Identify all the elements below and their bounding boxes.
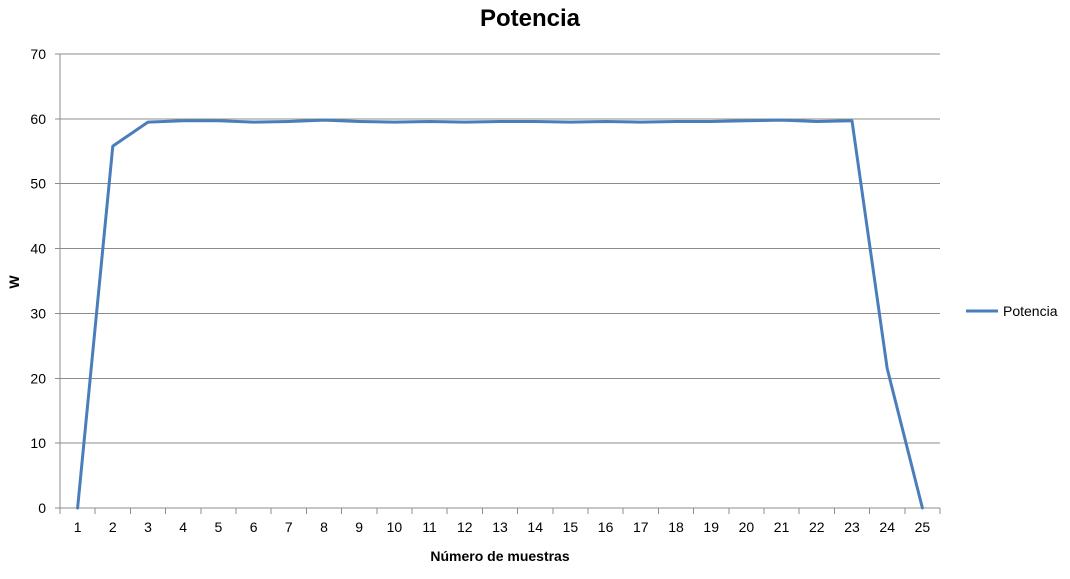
y-tick-label: 10 (30, 435, 46, 451)
x-axis-label: Número de muestras (430, 548, 569, 564)
y-tick-label: 70 (30, 46, 46, 62)
x-tick-label: 21 (774, 519, 790, 535)
y-tick-label: 60 (30, 111, 46, 127)
x-tick-label: 25 (915, 519, 931, 535)
y-tick-label: 20 (30, 370, 46, 386)
x-tick-label: 18 (668, 519, 684, 535)
x-tick-label: 6 (250, 519, 258, 535)
gridlines (60, 53, 940, 444)
x-tick-label: 8 (320, 519, 328, 535)
x-tick-label: 17 (633, 519, 649, 535)
legend-label: Potencia (1003, 303, 1058, 319)
y-tick-labels: 0 10 20 30 40 50 60 70 (30, 46, 46, 516)
x-tick-label: 13 (492, 519, 508, 535)
x-tick-label: 22 (809, 519, 825, 535)
x-tick-label: 2 (109, 519, 117, 535)
legend: Potencia (966, 303, 1058, 319)
series-line-0 (76, 118, 924, 510)
x-tick-label: 20 (739, 519, 755, 535)
x-tick-label: 12 (457, 519, 473, 535)
x-tick-labels: 1 2 3 4 5 6 7 8 9 10 11 12 13 14 15 16 17 18 19 20 21 22 23 24 2… (74, 519, 931, 535)
x-tick-label: 10 (387, 519, 403, 535)
x-tick-label: 15 (563, 519, 579, 535)
x-tick-label: 9 (355, 519, 363, 535)
y-tick-label: 30 (30, 305, 46, 321)
y-tick-label: 40 (30, 241, 46, 257)
x-tick-label: 7 (285, 519, 293, 535)
x-tick-label: 19 (703, 519, 719, 535)
x-tick-label: 5 (215, 519, 223, 535)
chart-title: Potencia (480, 5, 581, 32)
x-tick-label: 16 (598, 519, 614, 535)
series-lines (76, 118, 924, 510)
x-tick-label: 1 (74, 519, 82, 535)
x-tick-label: 4 (179, 519, 187, 535)
y-tick-label: 0 (38, 500, 46, 516)
x-tick-label: 3 (144, 519, 152, 535)
y-axis-label: W (6, 275, 22, 289)
y-tick-label: 50 (30, 176, 46, 192)
x-tick-label: 11 (422, 519, 437, 535)
x-tick-label: 23 (844, 519, 860, 535)
x-tick-label: 14 (527, 519, 543, 535)
x-tick-label: 24 (879, 519, 895, 535)
axes (55, 53, 941, 514)
